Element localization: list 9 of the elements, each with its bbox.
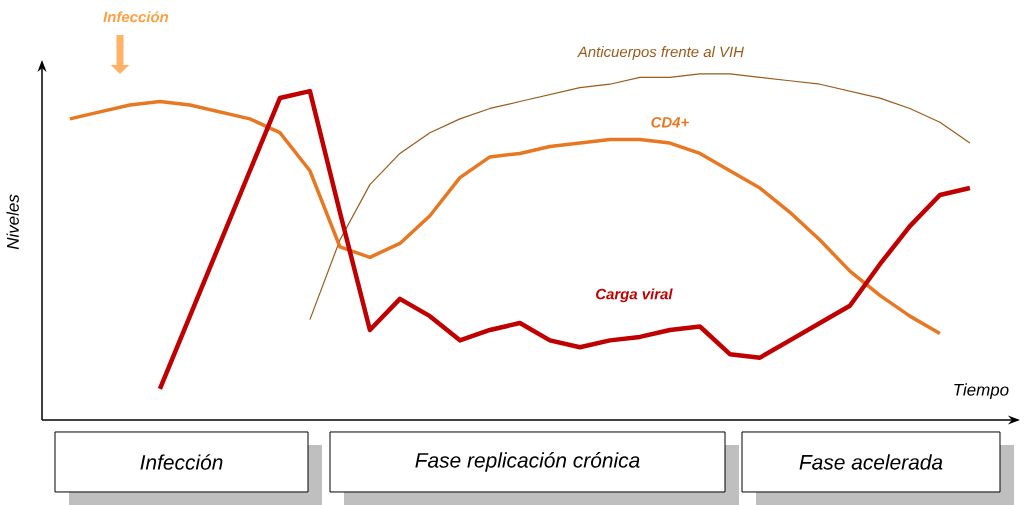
text: Fase acelerada <box>799 454 943 470</box>
x-axis-title: Tiempo <box>954 383 1009 400</box>
series-label: CD4+ <box>651 117 689 128</box>
text: Infección <box>140 454 223 470</box>
series-label: Anticuerpos frente al VIH <box>577 46 744 61</box>
text: Fase replicación crónica <box>415 452 640 472</box>
text: Infección <box>103 11 169 23</box>
series-label: Carga viral <box>596 288 673 303</box>
y-axis-title: Niveles <box>6 194 19 250</box>
